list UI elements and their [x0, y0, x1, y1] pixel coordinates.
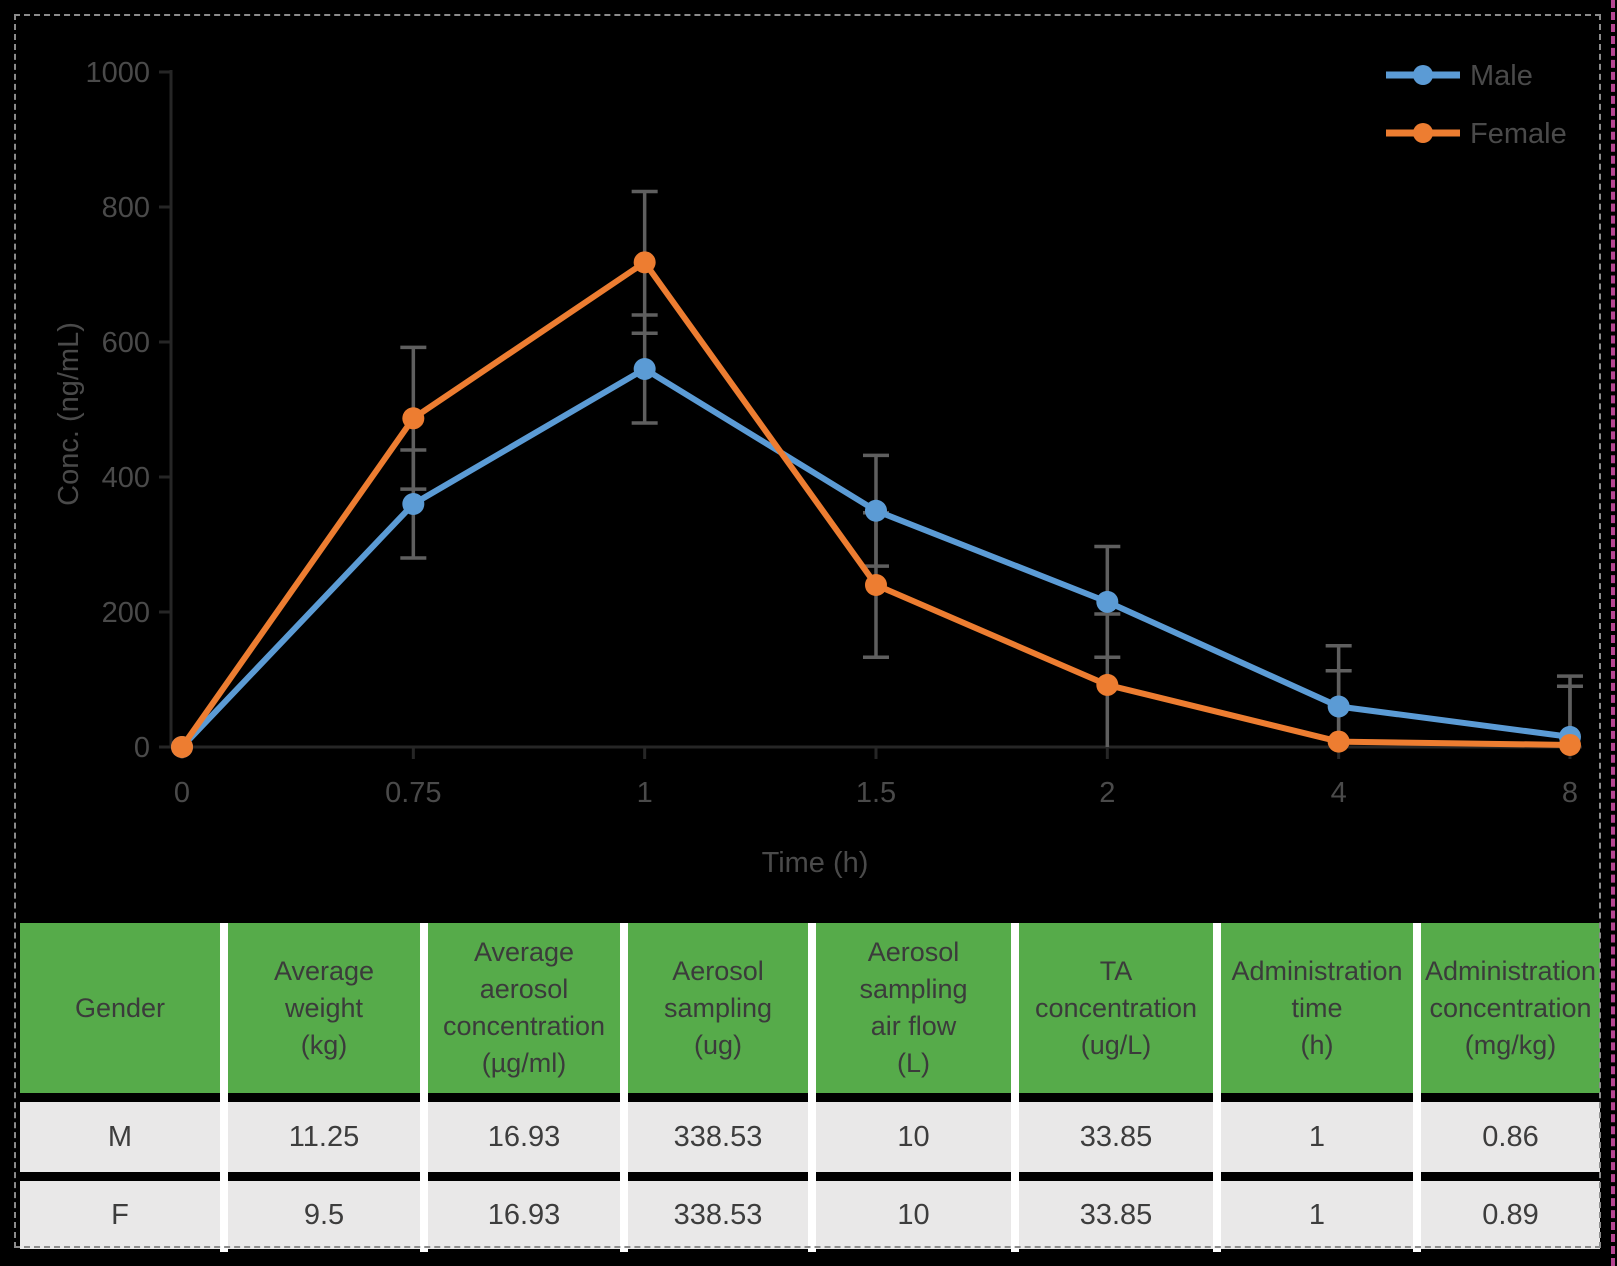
- table-header-cell: Average weight (kg): [228, 923, 420, 1093]
- x-tick-label: 2: [1099, 777, 1115, 809]
- column-separator: [620, 923, 628, 1252]
- column-separator: [1213, 923, 1221, 1252]
- data-point-female: [1327, 730, 1350, 753]
- y-tick-label: 800: [102, 192, 150, 224]
- data-point-male: [1327, 695, 1350, 718]
- table-cell: 1: [1221, 1102, 1413, 1172]
- table-cell: 10: [816, 1102, 1011, 1172]
- data-point-male: [1096, 590, 1119, 613]
- column-separator: [220, 923, 228, 1252]
- table-cell: M: [20, 1102, 220, 1172]
- legend-marker: [1413, 65, 1433, 85]
- y-tick-label: 400: [102, 462, 150, 494]
- y-axis-title: Conc. (ng/mL): [53, 322, 85, 506]
- table-header-cell: Administration time (h): [1221, 923, 1413, 1093]
- column-separator: [808, 923, 816, 1252]
- table-cell: 9.5: [228, 1181, 420, 1249]
- data-point-female: [1558, 733, 1581, 756]
- data-point-female: [1096, 673, 1119, 696]
- table-header-cell: Average aerosol concentration (µg/ml): [428, 923, 620, 1093]
- table-cell: 16.93: [428, 1102, 620, 1172]
- x-tick-label: 1: [637, 777, 653, 809]
- data-table: Gender Average weight (kg) Average aerosol…: [20, 923, 1600, 1252]
- x-axis-title: Time (h): [762, 847, 869, 879]
- x-tick-label: 1.5: [856, 777, 896, 809]
- legend-marker: [1413, 123, 1433, 143]
- x-tick-label: 4: [1331, 777, 1347, 809]
- table-header-cell: Aerosol sampling (ug): [628, 923, 808, 1093]
- table-cell: 0.89: [1421, 1181, 1600, 1249]
- table-header-cell: Administration concentration (mg/kg): [1421, 923, 1600, 1093]
- data-point-female: [864, 574, 887, 596]
- table-cell: 338.53: [628, 1181, 808, 1249]
- column-separator: [420, 923, 428, 1252]
- table-cell: 11.25: [228, 1102, 420, 1172]
- legend-label-female: Female: [1470, 118, 1567, 150]
- table-cell: 338.53: [628, 1102, 808, 1172]
- x-tick-label: 0.75: [385, 777, 441, 809]
- table-header-cell: TA concentration (ug/L): [1019, 923, 1213, 1093]
- data-point-female: [633, 251, 656, 274]
- table-header-cell: Aerosol sampling air flow (L): [816, 923, 1011, 1093]
- y-tick-label: 0: [134, 732, 150, 764]
- data-point-male: [402, 493, 425, 515]
- column-separator: [1413, 923, 1421, 1252]
- x-tick-label: 8: [1562, 777, 1578, 809]
- data-point-female: [402, 407, 425, 430]
- table-header-cell: Gender: [20, 923, 220, 1093]
- table-cell: 10: [816, 1181, 1011, 1249]
- x-tick-label: 0: [174, 777, 190, 809]
- y-tick-label: 200: [102, 597, 150, 629]
- table-cell: 0.86: [1421, 1102, 1600, 1172]
- legend-label-male: Male: [1470, 60, 1533, 92]
- table-cell: 33.85: [1019, 1181, 1213, 1249]
- table-cell: 16.93: [428, 1181, 620, 1249]
- data-point-female: [171, 736, 193, 758]
- table-cell: 33.85: [1019, 1102, 1213, 1172]
- table-cell: F: [20, 1181, 220, 1249]
- table-cell: 1: [1221, 1181, 1413, 1249]
- data-point-male: [633, 358, 656, 380]
- column-separator: [1011, 923, 1019, 1252]
- data-point-male: [864, 499, 887, 522]
- y-tick-label: 1000: [85, 57, 150, 89]
- y-tick-label: 600: [102, 327, 150, 359]
